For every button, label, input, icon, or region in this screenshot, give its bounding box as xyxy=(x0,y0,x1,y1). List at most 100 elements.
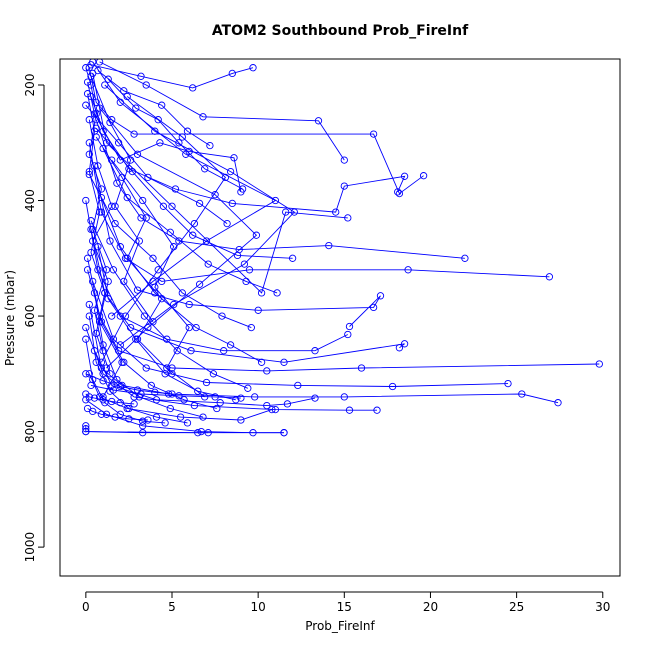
data-point xyxy=(92,329,100,338)
series-line xyxy=(85,104,228,224)
data-point xyxy=(97,410,106,418)
data-point xyxy=(137,214,145,222)
data-point xyxy=(280,429,288,437)
data-point xyxy=(85,300,93,309)
data-point xyxy=(120,87,128,95)
data-point xyxy=(82,427,90,436)
data-point xyxy=(254,306,262,314)
data-point xyxy=(97,358,106,366)
data-point xyxy=(118,358,126,366)
data-point xyxy=(257,289,266,297)
data-point xyxy=(106,370,114,378)
data-point xyxy=(190,219,199,228)
data-point xyxy=(82,101,90,109)
data-point xyxy=(345,406,354,414)
data-point xyxy=(109,335,118,343)
data-point xyxy=(123,193,131,202)
data-point xyxy=(170,300,178,309)
data-point xyxy=(94,162,102,170)
data-point xyxy=(158,101,166,109)
series-25 xyxy=(85,170,255,332)
data-point xyxy=(344,214,352,222)
data-point xyxy=(237,394,245,402)
data-point xyxy=(195,280,204,288)
data-point xyxy=(344,330,352,339)
data-point xyxy=(388,382,397,391)
chart-title: ATOM2 Southbound Prob_FireInf xyxy=(212,23,469,39)
data-point xyxy=(104,295,112,303)
data-point xyxy=(133,150,142,158)
data-point xyxy=(373,406,381,414)
x-tick-label: 20 xyxy=(423,600,438,614)
data-point xyxy=(140,312,149,320)
data-point xyxy=(400,172,409,180)
data-point xyxy=(311,347,319,355)
axes-layer: 0 5 10 15 20 25 30 200 400 600 800 1000 xyxy=(23,58,621,614)
data-point xyxy=(82,64,90,72)
data-layer xyxy=(82,59,603,437)
data-point xyxy=(394,188,402,196)
data-point xyxy=(97,185,106,193)
data-point xyxy=(395,344,404,352)
data-point xyxy=(340,156,348,164)
data-point xyxy=(133,286,142,294)
data-point xyxy=(271,196,280,205)
series-line xyxy=(87,93,111,374)
series-line xyxy=(85,431,284,434)
data-point xyxy=(249,64,257,72)
data-point xyxy=(142,81,150,89)
data-point xyxy=(195,199,204,208)
data-point xyxy=(90,306,99,314)
data-point xyxy=(178,133,186,141)
data-point xyxy=(263,401,271,410)
series-line xyxy=(95,136,173,375)
series-line xyxy=(90,384,241,399)
y-tick-label: 1000 xyxy=(23,532,37,563)
series-line xyxy=(107,78,243,190)
data-point xyxy=(87,248,95,257)
data-point xyxy=(369,303,378,312)
data-point xyxy=(89,237,97,245)
data-point xyxy=(228,199,236,208)
series-line xyxy=(87,82,242,192)
data-point xyxy=(114,139,123,147)
data-point xyxy=(151,388,159,396)
series-line xyxy=(102,148,278,294)
series-40 xyxy=(87,72,157,326)
data-point xyxy=(325,241,333,250)
data-point xyxy=(139,429,147,437)
series-line xyxy=(85,327,377,411)
data-point xyxy=(230,154,238,162)
data-point xyxy=(89,407,97,416)
data-point xyxy=(125,415,133,423)
data-point xyxy=(109,386,118,394)
x-tick-label: 0 xyxy=(82,600,90,614)
data-point xyxy=(144,416,152,424)
data-point xyxy=(311,394,319,402)
data-point xyxy=(154,266,162,274)
series-line xyxy=(100,197,262,363)
data-point xyxy=(85,167,93,176)
data-point xyxy=(180,396,188,404)
data-point xyxy=(83,266,92,274)
data-point xyxy=(85,150,93,158)
data-point xyxy=(90,289,99,297)
data-point xyxy=(85,139,93,147)
data-point xyxy=(400,340,409,348)
data-point xyxy=(554,399,562,407)
data-point xyxy=(106,118,114,127)
data-point xyxy=(83,90,92,98)
data-point xyxy=(90,394,99,402)
data-point xyxy=(595,360,603,368)
data-point xyxy=(183,127,192,135)
data-point xyxy=(149,318,157,326)
data-point xyxy=(163,364,171,372)
data-point xyxy=(197,427,205,436)
data-point xyxy=(158,277,166,286)
data-point xyxy=(147,381,155,390)
data-point xyxy=(126,156,135,164)
data-point xyxy=(82,370,90,378)
data-point xyxy=(85,312,93,320)
data-point xyxy=(504,379,512,388)
data-point xyxy=(130,393,138,401)
